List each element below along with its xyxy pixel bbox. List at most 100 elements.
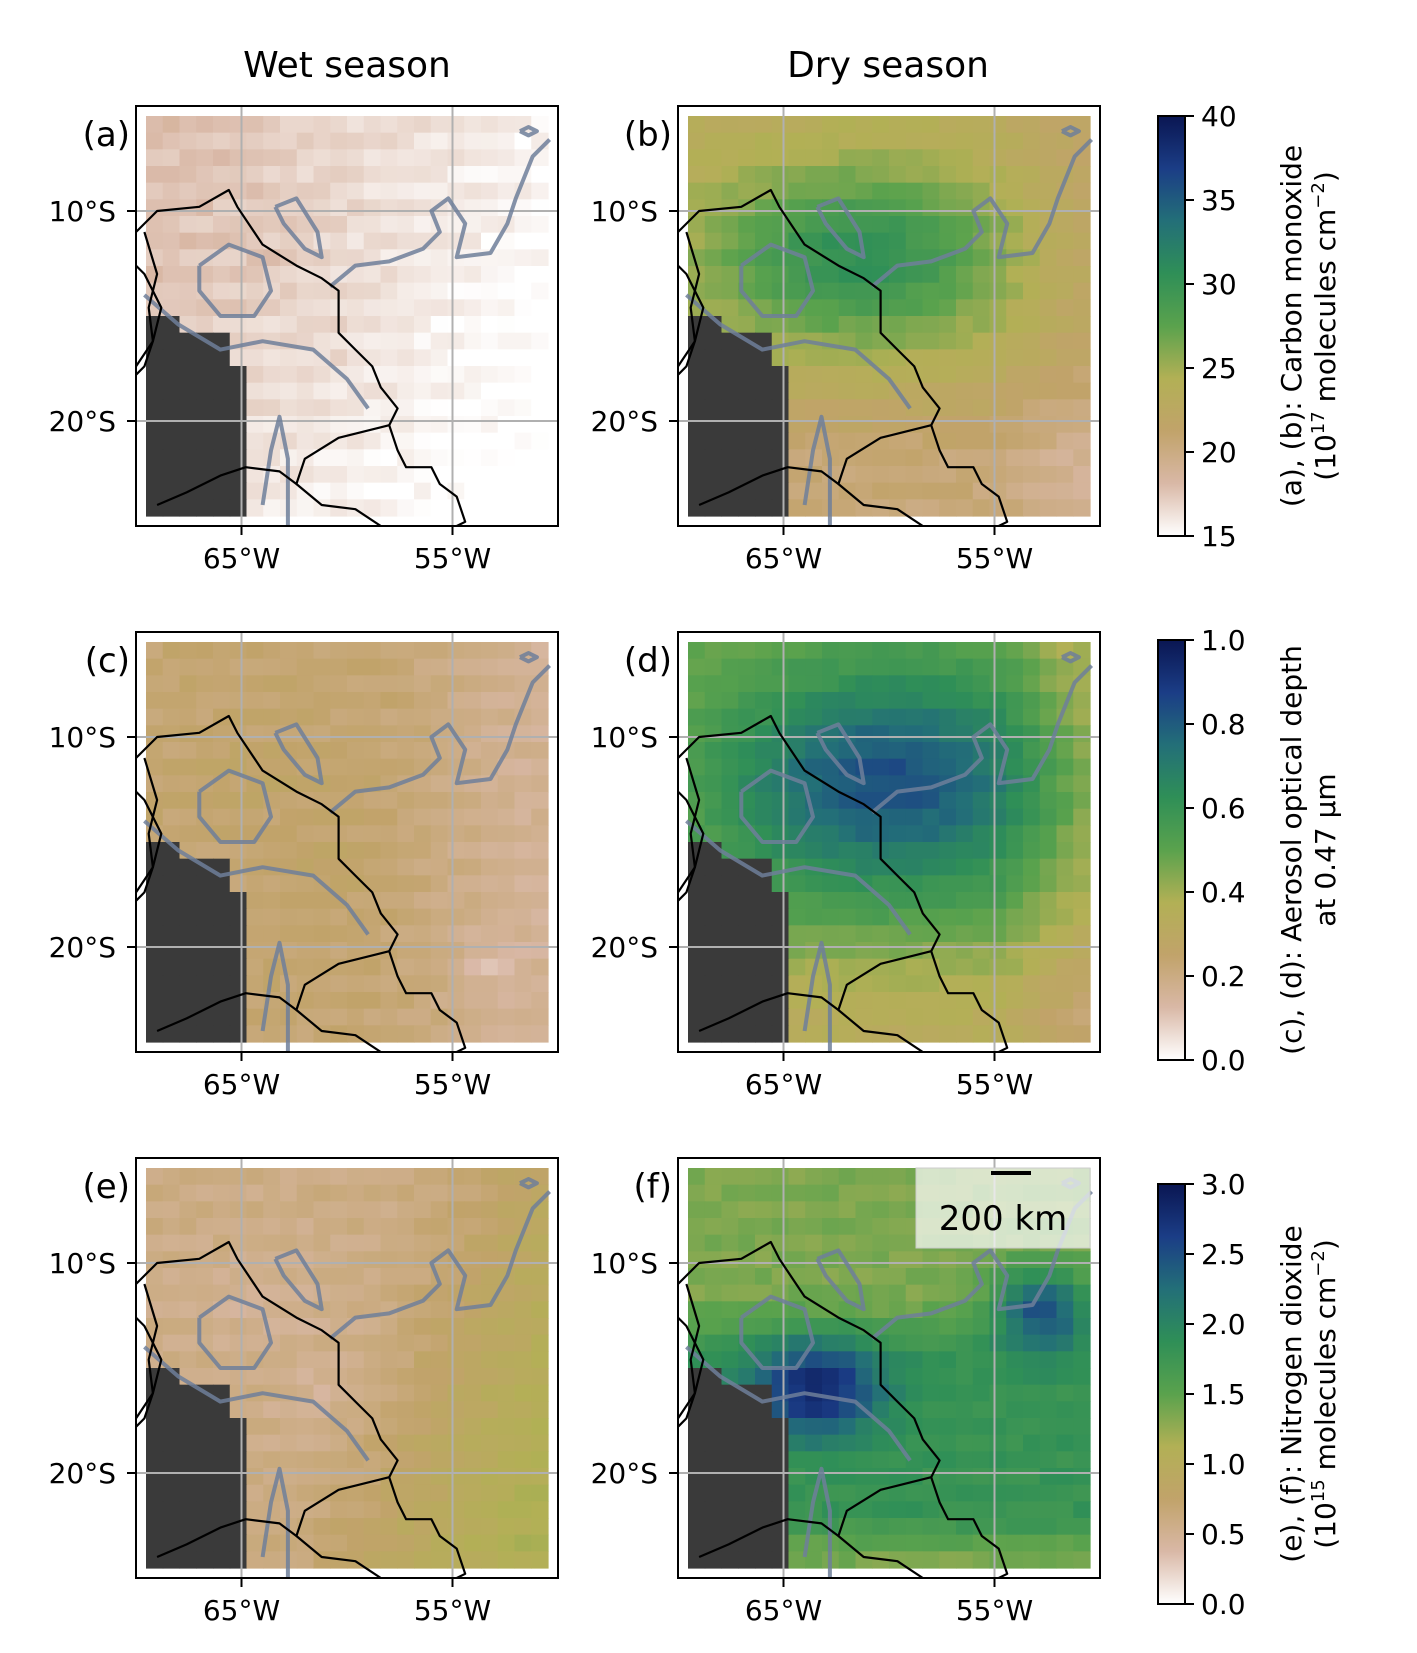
- heatmap-cell: [905, 758, 924, 776]
- heatmap-cell: [972, 992, 991, 1010]
- heatmap-cell: [414, 349, 432, 367]
- heatmap-cell: [397, 482, 415, 500]
- heatmap-cell: [430, 116, 449, 134]
- heatmap-cell: [1073, 299, 1091, 317]
- heatmap-cell: [1023, 975, 1041, 993]
- heatmap-cell: [1039, 266, 1058, 284]
- heatmap-cell: [939, 482, 957, 500]
- heatmap-cell: [855, 1184, 873, 1202]
- heatmap-cell: [447, 975, 465, 993]
- heatmap-cell: [497, 958, 516, 976]
- heatmap-cell: [196, 642, 214, 660]
- heatmap-cell: [872, 1401, 890, 1419]
- x-tick-label: 55°W: [414, 542, 491, 575]
- heatmap-cell: [1056, 942, 1074, 960]
- heatmap-cell: [855, 1234, 873, 1252]
- heatmap-cell: [1039, 775, 1058, 793]
- heatmap-cell: [447, 1484, 465, 1502]
- heatmap-cell: [363, 332, 382, 350]
- heatmap-cell: [380, 842, 398, 860]
- heatmap-cell: [330, 116, 348, 134]
- heatmap-cell: [447, 416, 465, 434]
- heatmap-cell: [313, 1318, 331, 1336]
- heatmap-cell: [213, 1401, 231, 1419]
- heatmap-cell: [721, 1284, 739, 1302]
- heatmap-cell: [905, 1484, 924, 1502]
- heatmap-cell: [146, 132, 164, 150]
- heatmap-cell: [229, 299, 248, 317]
- heatmap-cell: [939, 399, 957, 417]
- heatmap-cell: [397, 1451, 415, 1469]
- heatmap-cell: [688, 1401, 706, 1419]
- heatmap-cell: [464, 942, 482, 960]
- heatmap-cell: [1056, 466, 1074, 484]
- heatmap-cell: [464, 875, 482, 893]
- heatmap-cell: [771, 1218, 790, 1236]
- heatmap-cell: [481, 266, 499, 284]
- heatmap-cell: [229, 908, 248, 926]
- heatmap-cell: [246, 416, 264, 434]
- heatmap-cell: [179, 1401, 197, 1419]
- y-tick-label: 20°S: [591, 931, 658, 964]
- heatmap-cell: [688, 1468, 706, 1486]
- heatmap-cell: [872, 925, 890, 943]
- heatmap-cell: [855, 808, 873, 826]
- heatmap-cell: [905, 266, 924, 284]
- heatmap-cell: [788, 892, 806, 910]
- heatmap-cell: [531, 1218, 549, 1236]
- heatmap-cell: [956, 825, 974, 843]
- heatmap-cell: [956, 266, 974, 284]
- heatmap-cell: [1023, 1451, 1041, 1469]
- heatmap-cell: [229, 658, 248, 676]
- heatmap-cell: [889, 182, 907, 200]
- heatmap-cell: [213, 499, 231, 517]
- heatmap-cell: [363, 742, 382, 760]
- country-border: [837, 1535, 924, 1578]
- heatmap-cell: [430, 416, 449, 434]
- heatmap-cell: [397, 382, 415, 400]
- heatmap-cell: [363, 449, 382, 467]
- heatmap-cell: [296, 708, 315, 726]
- heatmap-cell: [397, 1284, 415, 1302]
- heatmap-cell: [939, 266, 957, 284]
- heatmap-cell: [213, 366, 231, 384]
- heatmap-cell: [179, 1284, 197, 1302]
- heatmap-cell: [196, 725, 214, 743]
- heatmap-cell: [738, 1501, 756, 1519]
- heatmap-cell: [213, 1201, 231, 1219]
- heatmap-cell: [447, 182, 465, 200]
- heatmap-cell: [872, 466, 890, 484]
- heatmap-cell: [922, 642, 940, 660]
- heatmap-cell: [531, 1551, 549, 1569]
- heatmap-cell: [481, 875, 499, 893]
- heatmap-cell: [889, 775, 907, 793]
- heatmap-cell: [447, 858, 465, 876]
- heatmap-cell: [738, 1401, 756, 1419]
- heatmap-cell: [972, 349, 991, 367]
- heatmap-cell: [805, 482, 823, 500]
- heatmap-cell: [380, 1518, 398, 1536]
- heatmap-cell: [347, 1484, 365, 1502]
- heatmap-cell: [905, 482, 924, 500]
- heatmap-cell: [447, 825, 465, 843]
- heatmap-cell: [229, 366, 248, 384]
- heatmap-cell: [447, 642, 465, 660]
- heatmap-cell: [179, 742, 197, 760]
- heatmap-cell: [196, 758, 214, 776]
- heatmap-cell: [805, 1451, 823, 1469]
- heatmap-cell: [531, 1401, 549, 1419]
- heatmap-cell: [956, 282, 974, 300]
- heatmap-cell: [788, 1551, 806, 1569]
- heatmap-cell: [430, 1318, 449, 1336]
- colorbar-title: (a), (b): Carbon monoxide: [1275, 145, 1308, 507]
- heatmap-cell: [213, 642, 231, 660]
- heatmap-cell: [531, 232, 549, 250]
- heatmap-cell: [855, 1251, 873, 1269]
- heatmap-cell: [704, 975, 723, 993]
- heatmap-cell: [213, 1334, 231, 1352]
- heatmap-cell: [1006, 1551, 1024, 1569]
- heatmap-cell: [514, 742, 532, 760]
- heatmap-cell: [1056, 499, 1074, 517]
- heatmap-cell: [347, 975, 365, 993]
- heatmap-cell: [688, 466, 706, 484]
